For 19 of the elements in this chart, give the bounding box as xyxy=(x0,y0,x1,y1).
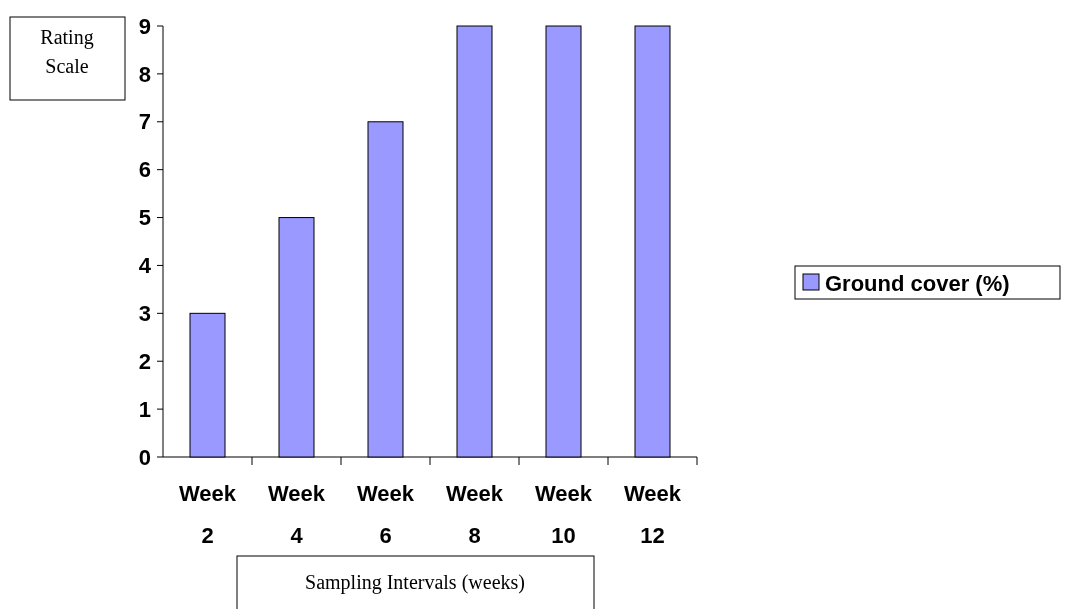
x-tick-label: Week 2 xyxy=(178,481,237,548)
y-tick-label: 2 xyxy=(138,348,151,374)
y-tick-label: 6 xyxy=(138,157,151,183)
legend-label: Ground cover (%) xyxy=(825,270,1010,296)
y-tick-label: 5 xyxy=(138,205,151,231)
x-tick-label: Week 8 xyxy=(445,481,504,548)
y-tick-label: 9 xyxy=(138,13,151,39)
y-tick-label: 8 xyxy=(138,61,151,87)
x-tick-label: Week 12 xyxy=(623,481,682,548)
x-tick-label: Week 4 xyxy=(267,481,326,548)
y-tick-label: 1 xyxy=(138,396,151,422)
y-tick-label: 4 xyxy=(138,253,152,279)
x-tick-label: Week 10 xyxy=(534,481,593,548)
y-tick-label: 0 xyxy=(138,444,151,470)
y-axis-title: Rating Scale xyxy=(40,26,94,77)
y-tick-label: 7 xyxy=(138,109,151,135)
x-tick-label: Week 6 xyxy=(356,481,415,548)
x-axis-title: Sampling Intervals (weeks) xyxy=(305,571,525,594)
y-tick-label: 3 xyxy=(138,301,151,327)
